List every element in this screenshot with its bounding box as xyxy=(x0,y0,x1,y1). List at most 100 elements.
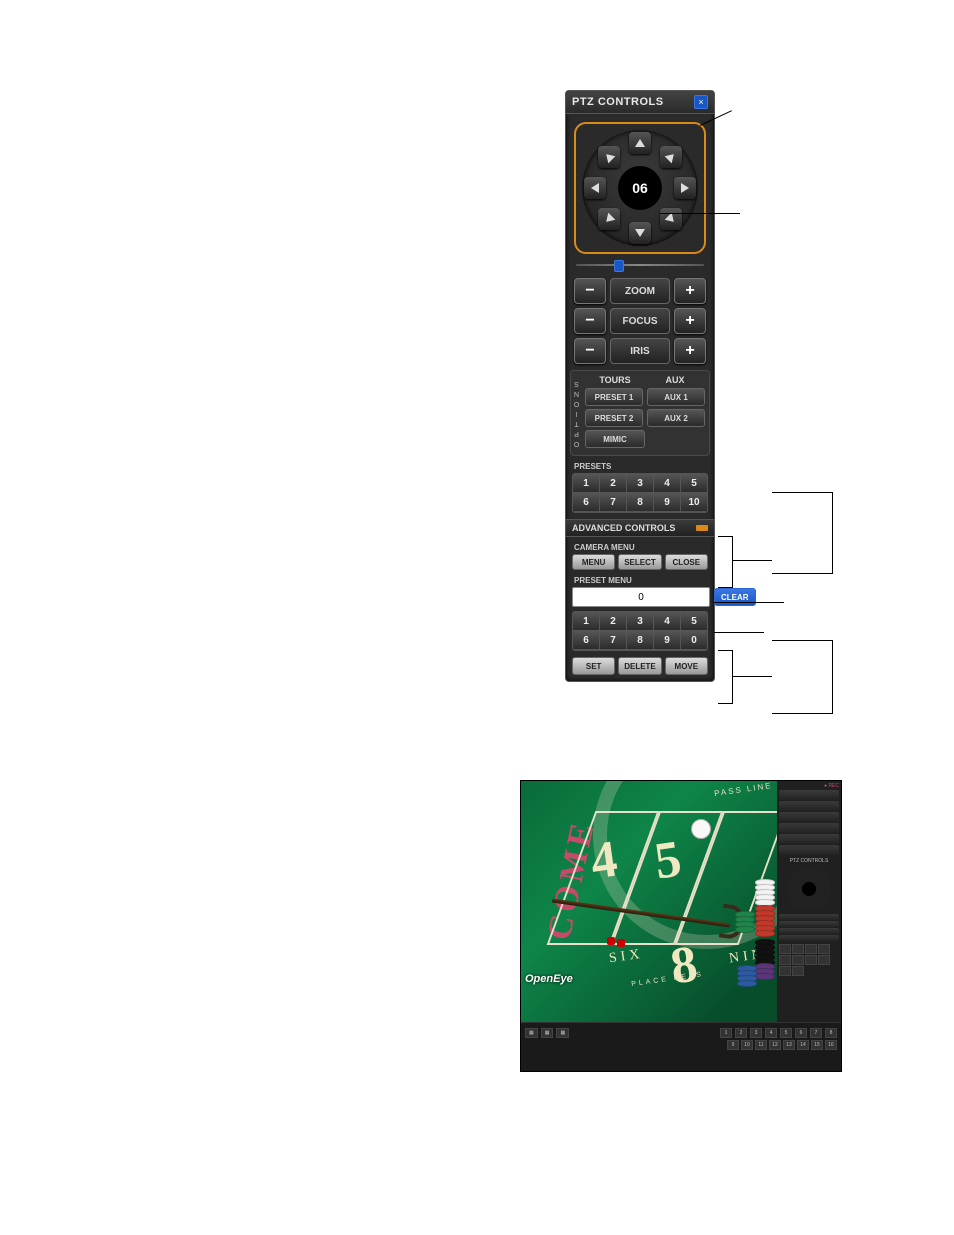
mini-cell[interactable] xyxy=(792,944,804,954)
preset-cell[interactable]: 9 xyxy=(654,493,681,512)
keypad-cell[interactable]: 7 xyxy=(600,631,627,650)
mini-cell[interactable] xyxy=(805,955,817,965)
preset-cell[interactable]: 4 xyxy=(654,474,681,493)
keypad-cell[interactable]: 8 xyxy=(627,631,654,650)
keypad-cell[interactable]: 5 xyxy=(681,612,707,631)
advanced-controls-header[interactable]: ADVANCED CONTROLS xyxy=(566,519,714,537)
mini-cell[interactable] xyxy=(779,966,791,976)
preset-cell[interactable]: 7 xyxy=(600,493,627,512)
iris-minus-button[interactable]: − xyxy=(574,338,606,364)
camera-select-button[interactable]: SELECT xyxy=(618,554,661,570)
channel-cell[interactable]: 10 xyxy=(741,1040,753,1050)
side-button[interactable] xyxy=(779,834,839,844)
dpad: 06 xyxy=(572,120,708,256)
preset-cell[interactable]: 5 xyxy=(681,474,707,493)
layout-button[interactable]: ▦ xyxy=(556,1028,569,1038)
channel-cell[interactable]: 7 xyxy=(810,1028,822,1038)
focus-plus-button[interactable]: + xyxy=(674,308,706,334)
viewer-side-panel: ● REC PTZ CONTROLS xyxy=(777,781,841,1045)
aux-header: AUX xyxy=(645,375,705,385)
iris-plus-button[interactable]: + xyxy=(674,338,706,364)
side-button[interactable] xyxy=(779,823,839,833)
channel-cell[interactable]: 9 xyxy=(727,1040,739,1050)
preset-menu-label: PRESET MENU xyxy=(574,576,714,585)
mini-cell[interactable] xyxy=(792,955,804,965)
preset-cell[interactable]: 10 xyxy=(681,493,707,512)
side-button[interactable] xyxy=(779,845,839,855)
move-button[interactable]: MOVE xyxy=(665,657,708,675)
dpad-right-button[interactable] xyxy=(674,177,696,199)
channel-cell[interactable]: 4 xyxy=(765,1028,777,1038)
mini-cell[interactable] xyxy=(818,955,830,965)
camera-menu-button[interactable]: MENU xyxy=(572,554,615,570)
channel-cell[interactable]: 1 xyxy=(720,1028,732,1038)
dpad-downleft-button[interactable] xyxy=(598,208,620,230)
delete-button[interactable]: DELETE xyxy=(618,657,661,675)
channel-cell[interactable]: 11 xyxy=(755,1040,767,1050)
callout-line xyxy=(714,632,764,633)
set-button[interactable]: SET xyxy=(572,657,615,675)
preset-cell[interactable]: 1 xyxy=(573,474,600,493)
camera-view[interactable]: PASS LINE COME 4 5 8 SIX NIN PLACE BETS xyxy=(521,781,781,1029)
mini-cell[interactable] xyxy=(805,944,817,954)
focus-minus-button[interactable]: − xyxy=(574,308,606,334)
channel-cell[interactable]: 5 xyxy=(780,1028,792,1038)
dpad-downright-button[interactable] xyxy=(660,208,682,230)
slider-thumb[interactable] xyxy=(614,260,624,272)
keypad-cell[interactable]: 1 xyxy=(573,612,600,631)
aux2-button[interactable]: AUX 2 xyxy=(647,409,705,427)
side-button[interactable] xyxy=(779,812,839,822)
dpad-upleft-button[interactable] xyxy=(598,146,620,168)
dpad-up-button[interactable] xyxy=(629,132,651,154)
preset-cell[interactable]: 8 xyxy=(627,493,654,512)
layout-button[interactable]: ▦ xyxy=(541,1028,554,1038)
side-button[interactable] xyxy=(779,790,839,800)
channel-cell[interactable]: 3 xyxy=(750,1028,762,1038)
channel-cell[interactable]: 15 xyxy=(811,1040,823,1050)
keypad-cell[interactable]: 4 xyxy=(654,612,681,631)
mini-cell[interactable] xyxy=(779,955,791,965)
mini-slider[interactable] xyxy=(779,914,839,920)
preset-cell[interactable]: 2 xyxy=(600,474,627,493)
preset-cell[interactable]: 3 xyxy=(627,474,654,493)
zoom-minus-button[interactable]: − xyxy=(574,278,606,304)
mini-control[interactable] xyxy=(779,935,839,941)
layout-button[interactable]: ▦ xyxy=(525,1028,538,1038)
mimic-button[interactable]: MIMIC xyxy=(585,430,645,448)
mini-cell[interactable] xyxy=(792,966,804,976)
keypad-cell[interactable]: 0 xyxy=(681,631,707,650)
aux1-button[interactable]: AUX 1 xyxy=(647,388,705,406)
preset-number-input[interactable] xyxy=(572,587,710,607)
side-button[interactable] xyxy=(779,801,839,811)
mini-cell[interactable] xyxy=(818,944,830,954)
channel-cell[interactable]: 16 xyxy=(825,1040,837,1050)
preset2-button[interactable]: PRESET 2 xyxy=(585,409,643,427)
zoom-plus-button[interactable]: + xyxy=(674,278,706,304)
dpad-down-button[interactable] xyxy=(629,222,651,244)
keypad-cell[interactable]: 9 xyxy=(654,631,681,650)
camera-close-button[interactable]: CLOSE xyxy=(665,554,708,570)
dpad-upright-button[interactable] xyxy=(660,146,682,168)
channel-cell[interactable]: 6 xyxy=(795,1028,807,1038)
focus-row: − FOCUS + xyxy=(574,308,706,334)
speed-slider[interactable] xyxy=(576,260,704,270)
preset1-button[interactable]: PRESET 1 xyxy=(585,388,643,406)
keypad-cell[interactable]: 6 xyxy=(573,631,600,650)
keypad-cell[interactable]: 2 xyxy=(600,612,627,631)
mini-cell[interactable] xyxy=(779,944,791,954)
close-icon[interactable]: × xyxy=(694,95,708,109)
mini-dpad[interactable] xyxy=(787,867,831,911)
clear-button[interactable]: CLEAR xyxy=(714,588,756,606)
dpad-left-button[interactable] xyxy=(584,177,606,199)
channel-cell[interactable]: 12 xyxy=(769,1040,781,1050)
mini-control[interactable] xyxy=(779,928,839,934)
arrow-right-icon xyxy=(681,183,689,193)
preset-cell[interactable]: 6 xyxy=(573,493,600,512)
channel-cell[interactable]: 13 xyxy=(783,1040,795,1050)
keypad-cell[interactable]: 3 xyxy=(627,612,654,631)
camera-menu-label: CAMERA MENU xyxy=(574,543,714,552)
mini-control[interactable] xyxy=(779,921,839,927)
channel-cell[interactable]: 2 xyxy=(735,1028,747,1038)
channel-cell[interactable]: 14 xyxy=(797,1040,809,1050)
channel-cell[interactable]: 8 xyxy=(825,1028,837,1038)
